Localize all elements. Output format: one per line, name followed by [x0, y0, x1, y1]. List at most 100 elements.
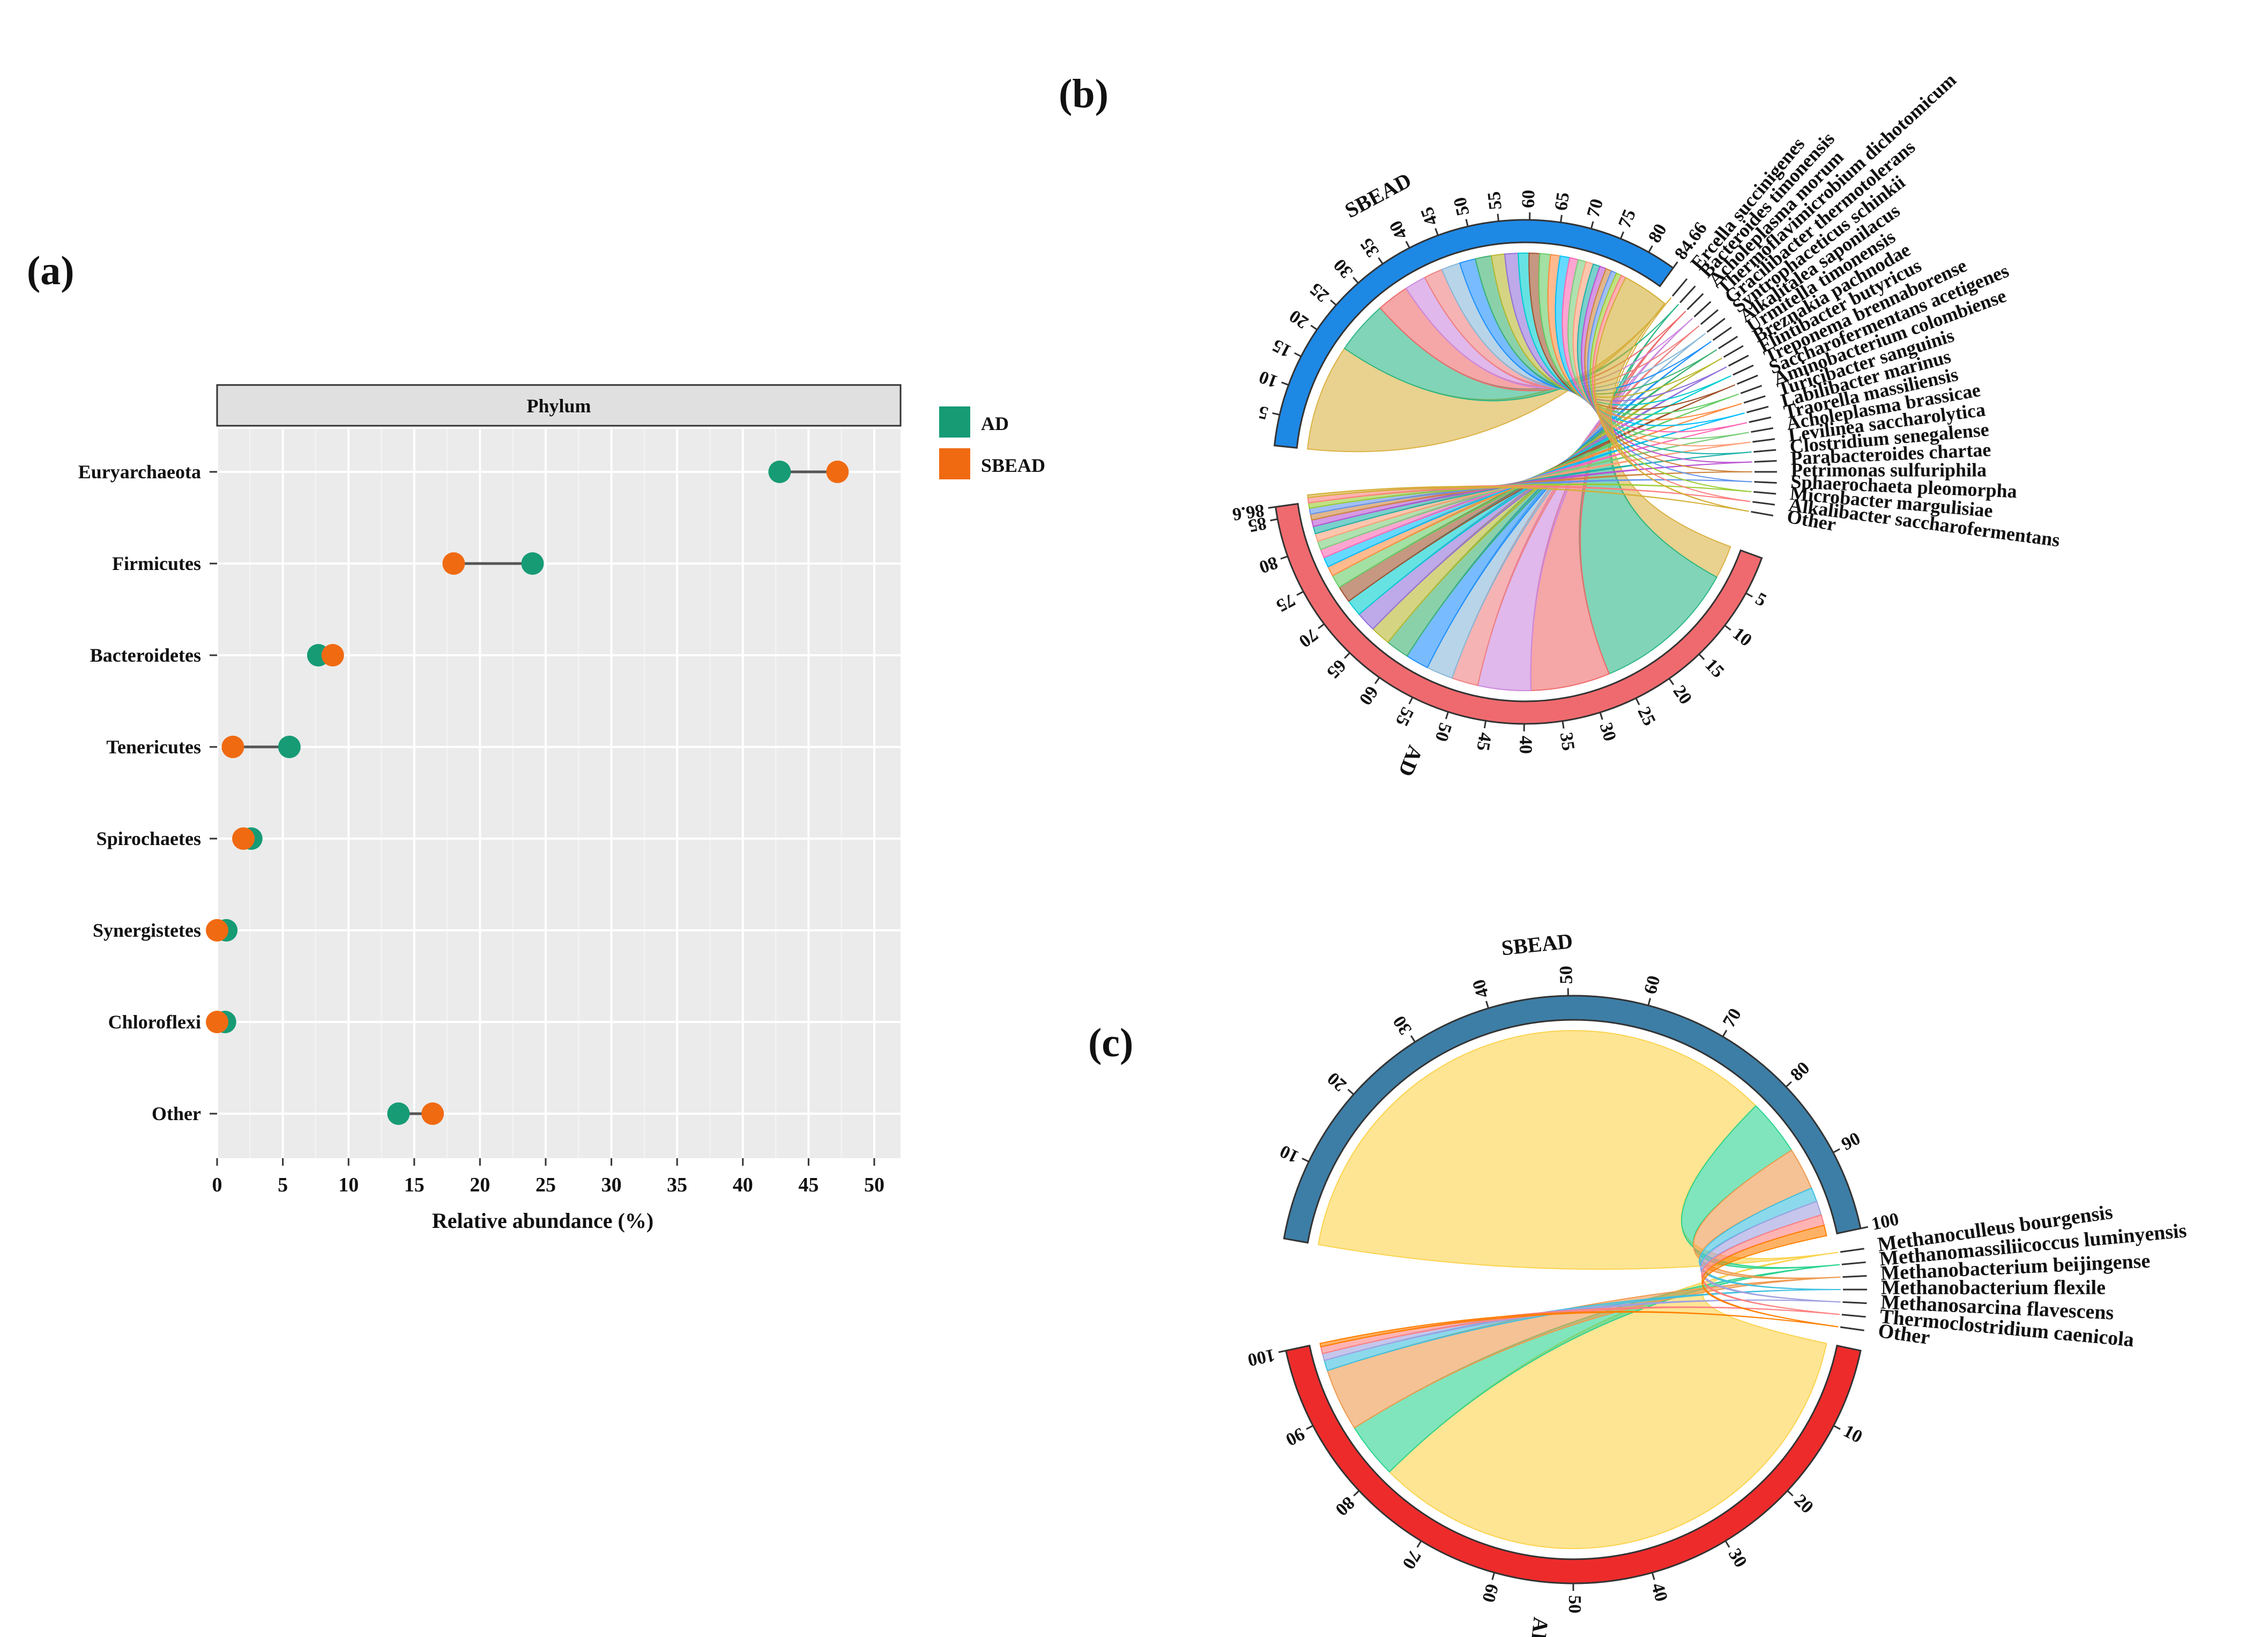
- chord-tick-label-ad: 10: [1840, 1421, 1865, 1447]
- taxon-tick: [1841, 1261, 1866, 1265]
- chord-tick-label-sbead: 15: [1269, 335, 1295, 361]
- y-tick-label: Chloroflexi: [108, 1011, 201, 1033]
- chord-tick-label-sbead: 40: [1469, 977, 1493, 1000]
- segment-arc-sbead: [1283, 995, 1862, 1244]
- legend-swatch-sbead: [939, 448, 970, 479]
- taxon-tick: [1736, 374, 1758, 385]
- taxon-tick: [1728, 354, 1749, 367]
- taxon-label: Petrimonas sulfuriphila: [1791, 459, 1987, 480]
- chord-tick-label-sbead: 55: [1484, 190, 1506, 211]
- chord-tick: [1860, 1226, 1869, 1229]
- chord-tick: [1434, 228, 1439, 236]
- chord-tick: [1281, 381, 1289, 386]
- point-ad: [521, 552, 544, 575]
- chord-tick: [1724, 1540, 1730, 1548]
- point-ad: [768, 461, 791, 483]
- chord-tick: [1268, 506, 1276, 509]
- chord-tick-label-ad: 60: [1355, 682, 1382, 708]
- chord-tick: [1270, 518, 1278, 522]
- chord-tick: [1310, 324, 1318, 331]
- chord-tick-label-ad: 15: [1701, 655, 1728, 682]
- chord-tick-label-sbead: 40: [1386, 217, 1411, 242]
- panel-b-label: (b): [1059, 71, 1109, 116]
- chord-tick-label-sbead: 80: [1645, 220, 1671, 246]
- chord-tick-label-sbead: 20: [1286, 306, 1312, 332]
- point-sbead: [421, 1102, 444, 1125]
- taxon-tick: [1841, 1314, 1866, 1318]
- chord-tick-label-sbead: 90: [1838, 1129, 1863, 1155]
- chord-tick-label-ad: 85: [1246, 513, 1268, 536]
- chord-tick: [1787, 1490, 1794, 1497]
- chord-tick: [1353, 1490, 1360, 1497]
- x-tick-label: 10: [338, 1174, 359, 1196]
- chord-tick: [1330, 299, 1337, 306]
- taxon-tick: [1693, 301, 1712, 317]
- chord-tick: [1352, 277, 1359, 284]
- chord-tick-label-sbead: 50: [1556, 966, 1577, 984]
- taxon-label: Methanobacterium flexile: [1881, 1277, 2106, 1299]
- y-tick-label: Synergistetes: [93, 920, 201, 941]
- chord-tick-label-ad: 100: [1246, 1345, 1277, 1370]
- x-tick-label: 50: [864, 1174, 884, 1196]
- segment-arc-ad: [1285, 1344, 1862, 1584]
- ribbon-sbead: [1701, 1224, 1839, 1328]
- chord-tick-label-ad: 25: [1633, 703, 1659, 729]
- chord-tick-label-ad: 30: [1724, 1545, 1751, 1571]
- point-ad: [387, 1102, 410, 1125]
- chord-tick-label-sbead: 5: [1256, 402, 1270, 423]
- taxon-tick: [1754, 481, 1777, 484]
- point-sbead: [232, 827, 255, 850]
- facet-strip-label: Phylum: [526, 395, 591, 417]
- chord-tick: [1724, 625, 1731, 631]
- taxon-tick: [1753, 449, 1776, 453]
- chord-tick: [1620, 231, 1625, 239]
- panel-c-label: (c): [1088, 1020, 1133, 1065]
- taxon-tick: [1842, 1275, 1867, 1278]
- taxon-tick: [1743, 395, 1766, 404]
- taxon-tick: [1751, 510, 1774, 517]
- taxon-tick: [1700, 309, 1719, 325]
- ribbon-ad: [1307, 486, 1749, 512]
- chord-tick-label-ad: 80: [1332, 1493, 1358, 1520]
- chord-tick: [1668, 678, 1675, 685]
- ribbon-ad: [1319, 1311, 1839, 1348]
- taxon-tick: [1723, 345, 1744, 358]
- chord-tick-label-sbead: 10: [1277, 1141, 1302, 1167]
- chord-tick: [1590, 221, 1594, 229]
- segment-label-sbead: SBEAD: [1500, 929, 1574, 960]
- chord-tick-label-ad: 80: [1256, 552, 1280, 577]
- x-tick-label: 30: [601, 1174, 622, 1196]
- chord-tick-label-ad: 45: [1473, 731, 1495, 752]
- taxon-tick: [1712, 327, 1732, 341]
- chord-tick-label-sbead: 35: [1356, 234, 1383, 261]
- taxon-tick: [1840, 1248, 1864, 1253]
- point-sbead: [206, 1011, 228, 1033]
- x-tick-label: 5: [278, 1174, 288, 1196]
- taxon-tick: [1752, 501, 1775, 506]
- taxon-tick: [1753, 491, 1776, 495]
- taxon-tick: [1842, 1301, 1867, 1304]
- point-ad: [278, 736, 301, 758]
- chord-tick-label-sbead: 60: [1519, 190, 1539, 209]
- chord-tick-label-ad: 10: [1729, 624, 1756, 650]
- chord-tick-label-sbead: 75: [1615, 206, 1640, 231]
- x-tick-label: 25: [536, 1174, 556, 1196]
- x-tick-label: 0: [212, 1174, 222, 1196]
- chord-tick-label-sbead: 20: [1323, 1068, 1350, 1095]
- chord-tick: [1833, 1148, 1840, 1153]
- chord-tick: [1722, 1029, 1728, 1038]
- chord-tick-label-ad: 50: [1431, 721, 1456, 744]
- chord-tick-label-ad: 60: [1478, 1582, 1502, 1605]
- y-tick-label: Bacteroidetes: [90, 645, 201, 666]
- x-tick-label: 20: [470, 1174, 490, 1196]
- x-tick-label: 40: [733, 1174, 753, 1196]
- chord-tick-label-sbead: 80: [1787, 1058, 1813, 1085]
- chord-tick: [1651, 1572, 1655, 1580]
- y-tick-label: Tenericutes: [106, 736, 201, 758]
- chord-tick-label-ad: 20: [1790, 1491, 1817, 1517]
- point-sbead: [221, 736, 244, 758]
- taxon-tick: [1746, 405, 1769, 413]
- taxon-tick: [1671, 278, 1688, 297]
- chord-tick: [1635, 698, 1640, 706]
